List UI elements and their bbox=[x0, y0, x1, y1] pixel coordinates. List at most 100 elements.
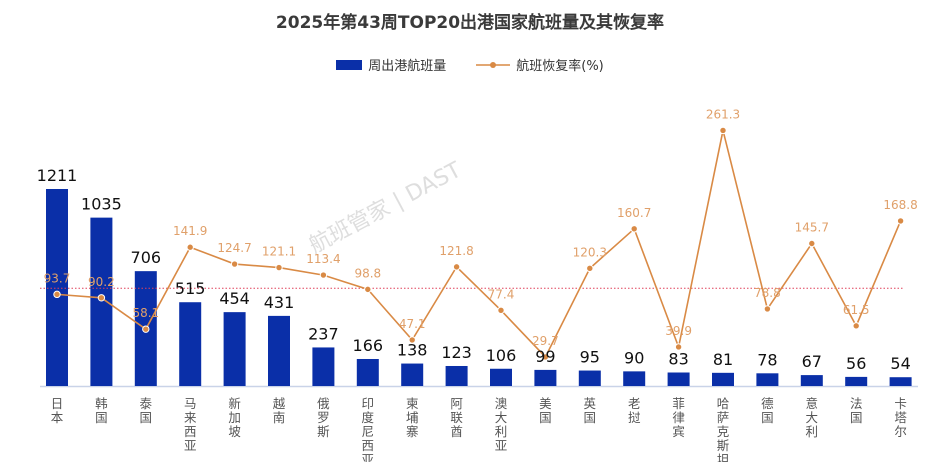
bar-data-label: 431 bbox=[264, 293, 295, 312]
bar-data-label: 237 bbox=[308, 324, 339, 343]
x-tick-label-char: 印 bbox=[362, 396, 375, 411]
x-tick-label-char: 国 bbox=[140, 410, 153, 425]
line-data-label: 124.7 bbox=[217, 241, 251, 255]
x-tick-label-char: 日 bbox=[51, 396, 64, 411]
x-tick-label-char: 来 bbox=[184, 410, 197, 425]
bar bbox=[356, 358, 379, 386]
x-tick-label-char: 哈 bbox=[717, 396, 730, 411]
line-point bbox=[630, 225, 638, 233]
x-tick-label-char: 德 bbox=[761, 396, 774, 411]
line-point bbox=[452, 263, 461, 271]
line-point bbox=[97, 294, 106, 302]
x-tick-label-char: 新 bbox=[228, 396, 241, 411]
x-tick-label-char: 美 bbox=[539, 396, 552, 411]
line-point bbox=[541, 353, 550, 361]
line-data-label: 145.7 bbox=[795, 221, 829, 235]
line-data-label: 77.4 bbox=[488, 287, 515, 301]
x-tick-label-char: 亚 bbox=[495, 438, 508, 453]
bar bbox=[179, 302, 202, 386]
bar bbox=[90, 217, 113, 386]
line-point bbox=[763, 305, 772, 313]
line-point bbox=[142, 325, 150, 333]
x-tick-label-char: 度 bbox=[362, 410, 375, 425]
x-tick-label-char: 埔 bbox=[406, 410, 419, 425]
bar-data-label: 123 bbox=[441, 343, 472, 362]
line-data-label: 93.7 bbox=[44, 271, 71, 285]
line-point bbox=[275, 263, 283, 272]
x-tick-label-char: 酋 bbox=[450, 424, 463, 439]
bar-data-label: 95 bbox=[580, 348, 600, 367]
line-point bbox=[719, 126, 727, 135]
legend-item-line: 航班恢复率(%) bbox=[476, 55, 604, 74]
x-tick-label-char: 南 bbox=[273, 410, 286, 425]
x-tick-label-char: 菲 bbox=[672, 396, 685, 411]
x-tick-label-char: 尔 bbox=[894, 424, 907, 439]
x-tick-label-char: 斯 bbox=[317, 424, 330, 439]
x-tick-label-char: 联 bbox=[450, 410, 463, 425]
x-tick-label-char: 挝 bbox=[628, 410, 641, 425]
bar-data-label: 515 bbox=[175, 279, 206, 298]
x-tick-label-char: 加 bbox=[228, 410, 241, 425]
bar bbox=[623, 371, 646, 386]
line-data-label: 58.1 bbox=[132, 306, 159, 320]
line-data-label: 261.3 bbox=[706, 107, 740, 121]
x-tick-label-char: 萨 bbox=[717, 410, 730, 425]
x-tick-label-char: 国 bbox=[850, 410, 863, 425]
line-data-label: 47.1 bbox=[399, 317, 426, 331]
line-point bbox=[408, 336, 416, 344]
bar-data-label: 138 bbox=[397, 341, 428, 360]
bar-data-label: 1211 bbox=[37, 166, 78, 185]
bar-data-label: 54 bbox=[890, 354, 910, 373]
x-tick-label-char: 英 bbox=[584, 396, 597, 411]
line-point bbox=[896, 217, 905, 225]
x-tick-label-char: 大 bbox=[495, 410, 508, 425]
x-tick-label-char: 国 bbox=[539, 410, 552, 425]
line-data-label: 29.7 bbox=[532, 334, 559, 348]
x-tick-label-char: 斯 bbox=[717, 438, 730, 453]
bar-data-label: 81 bbox=[713, 350, 733, 369]
legend-line-swatch bbox=[476, 61, 511, 68]
legend-label-line: 航班恢复率(%) bbox=[516, 59, 604, 74]
x-tick-label-char: 意 bbox=[806, 396, 819, 411]
bar-data-label: 90 bbox=[624, 348, 644, 367]
line-point bbox=[364, 285, 372, 294]
x-tick-label-char: 坦 bbox=[717, 452, 730, 462]
x-tick-label-char: 律 bbox=[672, 410, 685, 425]
bar bbox=[490, 368, 512, 386]
bar-data-label: 454 bbox=[219, 289, 250, 308]
x-tick-label-char: 法 bbox=[850, 396, 863, 411]
bar bbox=[401, 363, 424, 386]
x-tick-label-char: 老 bbox=[628, 396, 641, 411]
bar bbox=[312, 347, 335, 386]
line-data-label: 168.8 bbox=[883, 198, 917, 212]
bar bbox=[445, 365, 468, 386]
x-tick-label-char: 宾 bbox=[672, 424, 685, 439]
line-point bbox=[53, 290, 61, 299]
x-tick-label-char: 西 bbox=[184, 424, 197, 439]
bar-data-label: 67 bbox=[802, 352, 822, 371]
line-data-label: 141.9 bbox=[173, 224, 207, 238]
line-data-label: 61.5 bbox=[843, 303, 870, 317]
x-tick-label-char: 大 bbox=[806, 410, 819, 425]
x-tick-label-char: 马 bbox=[184, 396, 197, 411]
bar-data-label: 78 bbox=[757, 350, 777, 369]
bar bbox=[712, 372, 734, 386]
line-data-label: 121.1 bbox=[262, 245, 296, 259]
line-point bbox=[852, 322, 860, 330]
line-data-label: 78.8 bbox=[754, 286, 781, 300]
bar bbox=[578, 370, 601, 386]
bar-data-label: 99 bbox=[535, 347, 555, 366]
bar-data-label: 706 bbox=[131, 248, 162, 267]
x-tick-label-char: 亚 bbox=[184, 438, 197, 453]
line-point bbox=[497, 306, 505, 315]
recovery-rate-line bbox=[56, 130, 902, 359]
x-tick-label-char: 俄 bbox=[317, 396, 330, 411]
line-point bbox=[586, 264, 594, 273]
bar bbox=[800, 375, 823, 386]
x-tick-label-char: 国 bbox=[95, 410, 108, 425]
x-tick-label-char: 塔 bbox=[894, 410, 907, 425]
line-data-label: 39.9 bbox=[665, 324, 692, 338]
x-tick-label-char: 寨 bbox=[406, 424, 419, 439]
bar-data-label: 83 bbox=[668, 349, 688, 368]
